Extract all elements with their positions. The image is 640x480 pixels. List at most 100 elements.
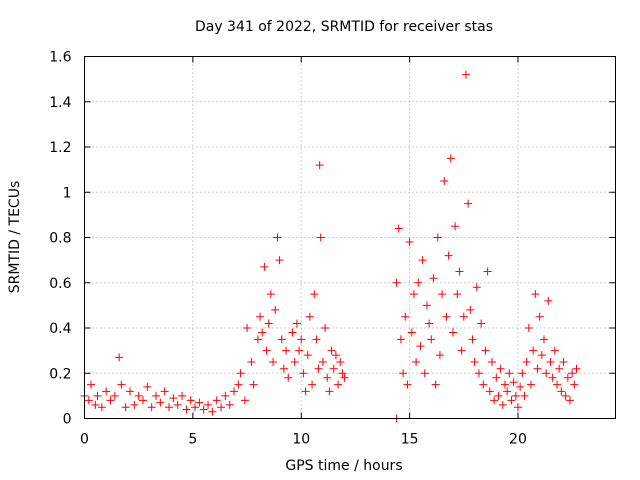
data-point	[126, 387, 135, 396]
data-point	[494, 391, 503, 400]
data-point	[472, 283, 481, 292]
data-point	[340, 373, 349, 382]
data-point	[481, 346, 490, 355]
data-point	[279, 364, 288, 373]
data-point	[152, 391, 161, 400]
data-point	[448, 328, 457, 337]
data-point	[403, 380, 412, 389]
data-point	[106, 396, 115, 405]
data-point	[522, 357, 531, 366]
data-point	[329, 364, 338, 373]
data-point	[518, 369, 527, 378]
data-point	[243, 324, 252, 332]
data-point	[266, 290, 275, 299]
data-point	[498, 400, 507, 409]
data-point	[139, 396, 148, 405]
data-point	[539, 335, 548, 344]
data-point	[461, 70, 470, 79]
data-point	[409, 290, 418, 299]
data-point	[542, 369, 551, 378]
data-point	[338, 369, 347, 378]
data-point	[500, 380, 509, 389]
data-point	[453, 290, 462, 299]
data-point	[236, 369, 245, 378]
data-point	[234, 380, 243, 389]
x-tick-label: 5	[188, 432, 197, 448]
data-point	[555, 364, 564, 373]
data-point	[487, 357, 496, 366]
data-point	[208, 407, 217, 416]
data-points	[80, 70, 581, 423]
data-point	[565, 396, 574, 405]
y-axis-title: SRMTID / TECUs	[7, 181, 23, 294]
data-point	[143, 382, 152, 391]
data-point	[483, 267, 492, 276]
data-point	[282, 346, 291, 355]
data-point	[93, 391, 102, 400]
plot-frame	[84, 56, 616, 419]
data-point	[537, 351, 546, 360]
data-point	[464, 199, 473, 208]
y-tick-label: 0.6	[49, 276, 71, 292]
data-point	[310, 290, 319, 299]
data-point	[191, 403, 200, 412]
data-point	[87, 380, 96, 389]
data-point	[156, 398, 165, 407]
y-tick-label: 0.2	[49, 366, 71, 382]
data-point	[474, 369, 483, 378]
data-point	[334, 380, 343, 389]
data-point	[552, 380, 561, 389]
data-point	[303, 351, 312, 360]
data-point	[561, 391, 570, 400]
data-point	[97, 403, 106, 412]
data-point	[290, 357, 299, 366]
data-point	[399, 369, 408, 378]
data-point	[295, 346, 304, 355]
data-point	[314, 364, 323, 373]
data-point	[401, 312, 410, 321]
data-point	[121, 403, 130, 412]
data-point	[110, 391, 119, 400]
data-point	[557, 387, 566, 396]
data-point	[165, 403, 174, 412]
data-point	[544, 296, 553, 305]
data-point	[414, 278, 423, 287]
data-point	[230, 387, 239, 396]
data-point	[199, 405, 208, 414]
data-point	[212, 396, 221, 405]
data-point	[130, 400, 139, 409]
data-point	[247, 357, 256, 366]
data-point	[422, 301, 431, 310]
data-point	[503, 387, 512, 396]
data-point	[221, 391, 230, 400]
data-point	[396, 335, 405, 344]
data-point	[468, 335, 477, 344]
data-point	[509, 378, 518, 387]
data-point	[531, 290, 540, 299]
data-point	[305, 312, 314, 321]
data-point	[336, 357, 345, 366]
data-point	[429, 274, 438, 283]
data-point	[431, 380, 440, 389]
y-tick-label: 0.4	[49, 321, 71, 337]
data-point	[84, 396, 93, 405]
data-point	[427, 335, 436, 344]
data-point	[327, 346, 336, 355]
data-point	[457, 346, 466, 355]
data-point	[284, 373, 293, 382]
data-point	[433, 233, 442, 242]
data-point	[316, 233, 325, 242]
data-point	[485, 387, 494, 396]
data-point	[470, 357, 479, 366]
data-point	[446, 154, 455, 163]
data-point	[258, 328, 267, 337]
data-point	[182, 405, 191, 414]
data-point	[323, 373, 332, 382]
data-point	[160, 387, 169, 396]
data-point	[526, 380, 535, 389]
y-tick-label: 0	[63, 412, 72, 428]
data-point	[438, 290, 447, 299]
data-point	[249, 380, 258, 389]
data-point	[420, 369, 429, 378]
data-point	[325, 387, 334, 396]
